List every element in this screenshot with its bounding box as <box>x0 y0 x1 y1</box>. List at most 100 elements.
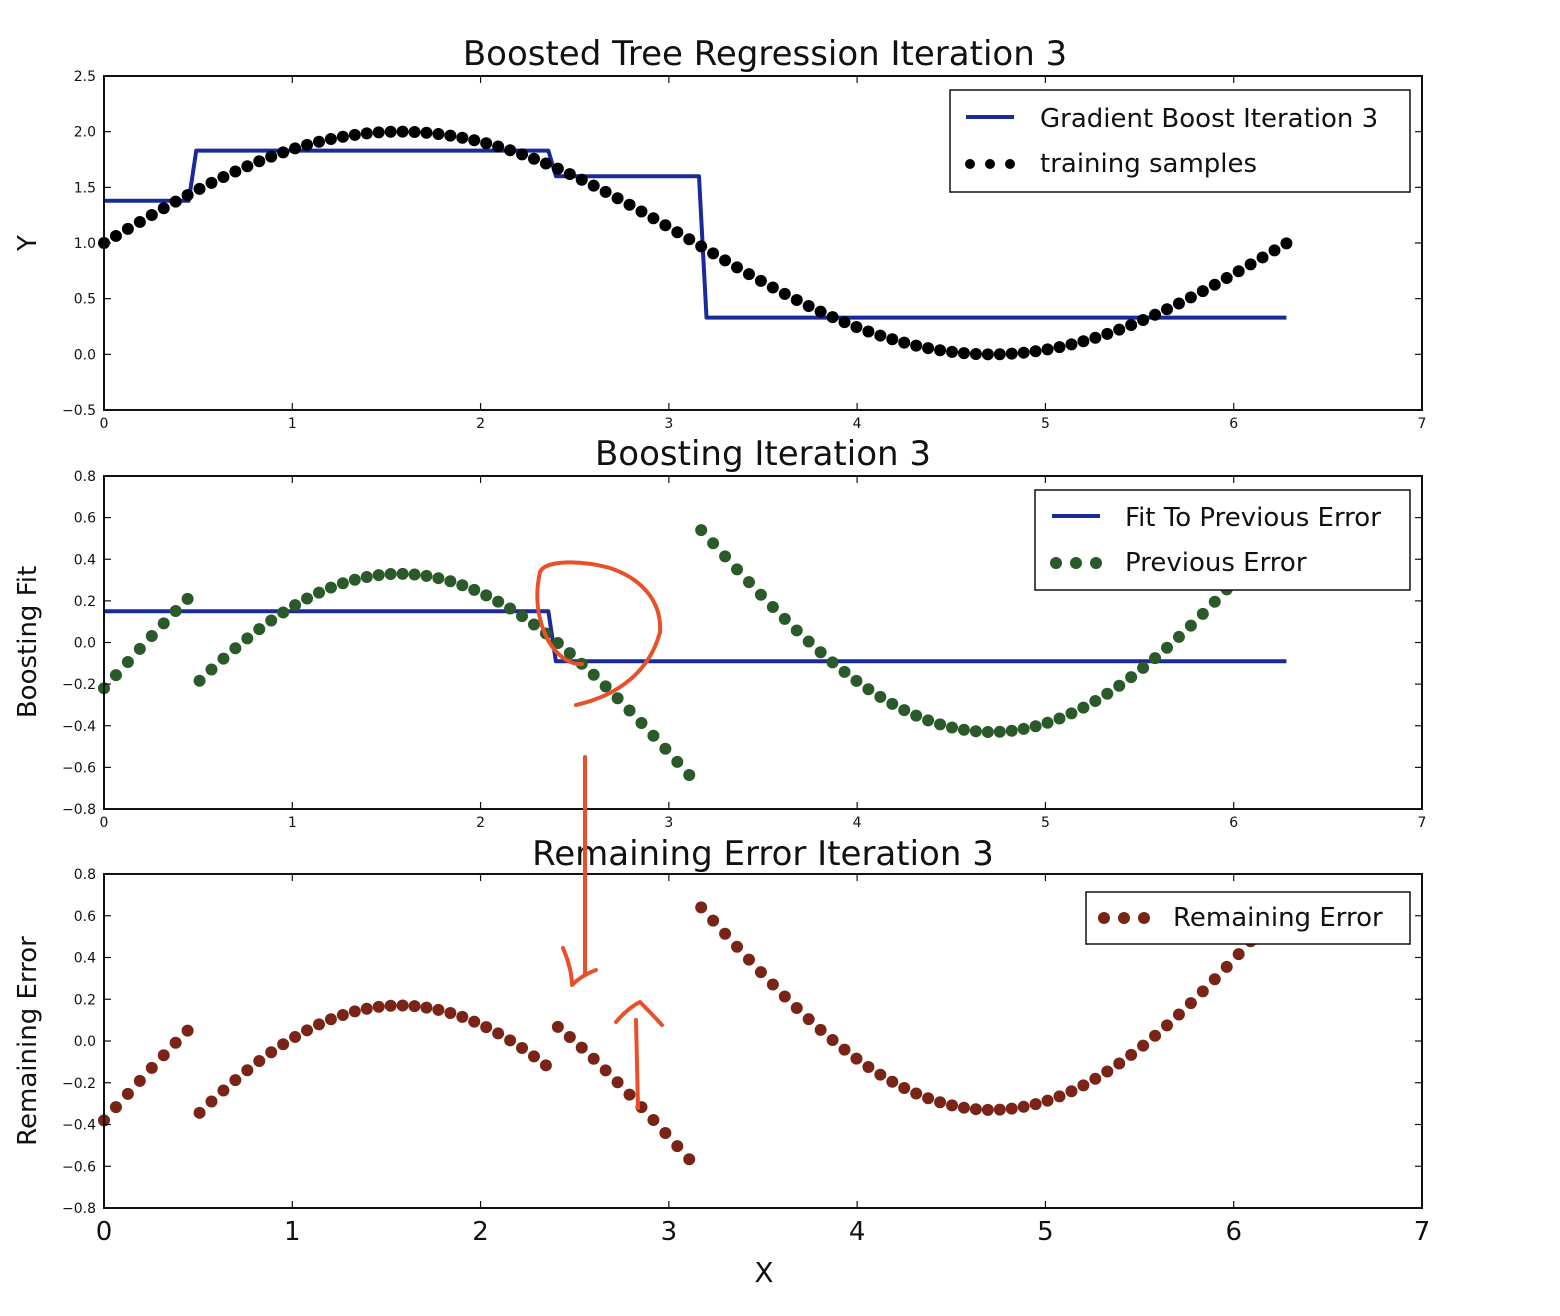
data-point <box>516 1042 529 1055</box>
data-point <box>396 567 409 580</box>
data-point <box>886 333 899 346</box>
data-point <box>109 1101 122 1114</box>
data-point <box>647 1113 660 1126</box>
data-point <box>683 769 696 782</box>
data-point <box>1005 347 1018 360</box>
x-tick-label: 0 <box>100 416 109 432</box>
data-point <box>229 1074 242 1087</box>
data-point <box>778 287 791 300</box>
data-point <box>647 729 660 742</box>
data-point <box>1089 695 1102 708</box>
data-point <box>1113 323 1126 336</box>
y-tick-label: 0.0 <box>74 347 96 363</box>
data-point <box>635 205 648 218</box>
data-point <box>169 1036 182 1049</box>
data-point <box>205 176 218 189</box>
data-point <box>1005 1102 1018 1115</box>
handwritten-annotations <box>535 560 664 1110</box>
x-tick-label: 5 <box>1041 815 1050 831</box>
data-point <box>181 189 194 202</box>
y-tick-label: −0.2 <box>62 677 96 693</box>
data-point <box>539 157 552 170</box>
x-tick-label: 2 <box>476 815 485 831</box>
data-point <box>731 261 744 274</box>
y-tick-label: 0.8 <box>74 867 96 883</box>
data-point <box>790 624 803 637</box>
data-point <box>217 1084 230 1097</box>
data-point <box>527 618 540 631</box>
data-point <box>1149 652 1162 665</box>
data-point <box>217 171 230 184</box>
data-point <box>993 348 1006 361</box>
data-point <box>1041 1094 1054 1107</box>
y-tick-label: −0.8 <box>62 802 96 818</box>
data-point <box>444 575 457 588</box>
data-point <box>898 336 911 349</box>
data-point <box>1125 1048 1138 1061</box>
x-tick-label: 1 <box>288 815 297 831</box>
data-point <box>1196 285 1209 298</box>
data-point <box>1077 335 1090 348</box>
data-point <box>1196 985 1209 998</box>
data-point <box>922 1092 935 1105</box>
data-point <box>993 1103 1006 1116</box>
x-tick-label: 7 <box>1418 416 1427 432</box>
y-tick-label: 0.2 <box>74 992 96 1008</box>
data-point <box>157 202 170 215</box>
data-point <box>1065 707 1078 720</box>
data-point <box>504 1034 517 1047</box>
data-point <box>372 126 385 139</box>
panel-1-ticks: 0 1 2 3 4 5 6 7 −0.5 0.0 0.5 1.0 1.5 2.0 2.5 <box>62 69 1426 432</box>
data-point <box>1089 1072 1102 1085</box>
data-point <box>862 1060 875 1073</box>
y-tick-label: 1.0 <box>74 236 96 252</box>
data-point <box>611 1076 624 1089</box>
data-point <box>312 586 325 599</box>
panel-2-ylabel: Boosting Fit <box>13 566 43 718</box>
data-point <box>181 592 194 605</box>
data-point <box>1232 948 1245 961</box>
data-point <box>468 583 481 596</box>
data-point <box>348 128 361 141</box>
data-point <box>396 999 409 1012</box>
annotation-circle <box>535 560 663 707</box>
x-tick-label: 5 <box>1037 1217 1054 1247</box>
y-tick-label: 2.0 <box>74 125 96 141</box>
data-point <box>790 1002 803 1015</box>
data-point <box>1160 1019 1173 1032</box>
data-point <box>1172 630 1185 643</box>
data-point <box>1125 318 1138 331</box>
data-point <box>480 1021 493 1034</box>
data-point <box>145 630 158 643</box>
data-point <box>1172 297 1185 310</box>
data-point <box>1244 258 1257 271</box>
data-point <box>157 1049 170 1062</box>
data-point <box>396 125 409 138</box>
data-point <box>121 1087 134 1100</box>
data-point <box>1208 973 1221 986</box>
data-point <box>659 742 672 755</box>
data-point <box>934 344 947 357</box>
data-point <box>1184 997 1197 1010</box>
data-point <box>444 1007 457 1020</box>
panel-3-title: Remaining Error Iteration 3 <box>532 834 994 874</box>
data-point <box>1005 724 1018 737</box>
data-point <box>1089 331 1102 344</box>
data-point <box>874 690 887 703</box>
data-point <box>742 576 755 589</box>
data-point <box>384 568 397 581</box>
data-point <box>360 571 373 584</box>
data-point <box>1017 722 1030 735</box>
data-point <box>910 1087 923 1100</box>
data-point <box>1232 265 1245 278</box>
y-tick-label: −0.4 <box>62 1118 96 1134</box>
data-point <box>1256 251 1269 264</box>
data-point <box>432 1003 445 1016</box>
data-point <box>456 1010 469 1023</box>
data-point <box>456 131 469 144</box>
data-point <box>790 294 803 307</box>
legend-label-training-samples: training samples <box>1040 149 1257 179</box>
data-point <box>516 610 529 623</box>
